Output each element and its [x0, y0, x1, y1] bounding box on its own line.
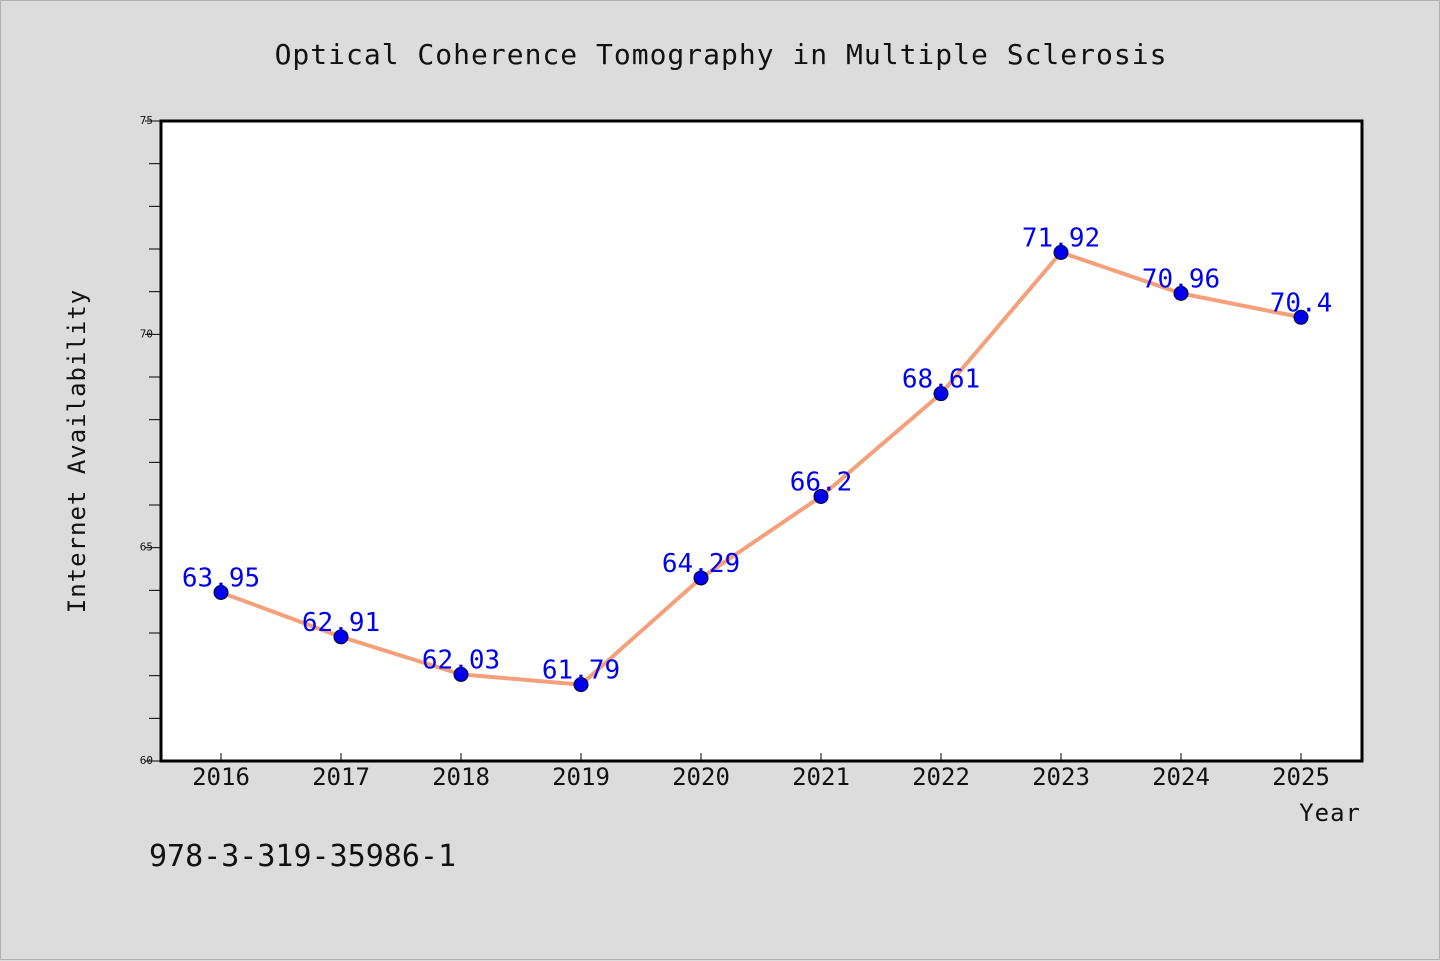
y-tick-label: 75 [140, 114, 153, 127]
data-point [933, 386, 949, 402]
data-point [1173, 285, 1189, 301]
series-line [219, 250, 1303, 687]
plot-area [159, 119, 1364, 763]
x-tick-label: 2016 [192, 763, 250, 791]
x-tick-label: 2025 [1272, 763, 1330, 791]
data-point [1053, 244, 1069, 260]
data-label: 61.79 [542, 656, 620, 686]
y-axis: 60 65 70 75 [140, 114, 161, 767]
data-label: 66.2 [790, 467, 853, 497]
data-label: 62.91 [302, 608, 380, 638]
data-label: 63.95 [182, 563, 260, 593]
data-label: 64.29 [662, 549, 740, 579]
x-tick-label: 2020 [672, 763, 730, 791]
data-label: 70.96 [1142, 264, 1220, 294]
data-point [213, 584, 229, 600]
data-point [333, 629, 349, 645]
x-tick-label: 2023 [1032, 763, 1090, 791]
data-label: 70.4 [1270, 288, 1333, 318]
x-tick-label: 2022 [912, 763, 970, 791]
data-label: 62.03 [422, 645, 500, 675]
y-tick-label: 65 [140, 541, 153, 554]
y-tick-label: 60 [140, 754, 153, 767]
x-tick-label: 2018 [432, 763, 490, 791]
data-point [1293, 309, 1309, 325]
x-tick-label: 2019 [552, 763, 610, 791]
footer-isbn: 978-3-319-35986-1 [149, 839, 456, 874]
data-label: 71.92 [1022, 223, 1100, 253]
data-point [813, 488, 829, 504]
x-axis-label: Year [1299, 799, 1361, 827]
y-tick-label: 70 [140, 327, 153, 340]
x-tick-label: 2021 [792, 763, 850, 791]
data-point [573, 677, 589, 693]
x-tick-label: 2024 [1152, 763, 1210, 791]
data-point [693, 570, 709, 586]
data-label: 68.61 [902, 365, 980, 395]
chart-title: Optical Coherence Tomography in Multiple… [275, 38, 1168, 71]
x-tick-label: 2017 [312, 763, 370, 791]
series-line-group: 63.95 62.91 62.03 61.79 64.29 66.2 68.61 71.92 7… [182, 223, 1333, 693]
y-axis-label: Internet Availability [63, 289, 91, 613]
x-axis: 2016 2017 2018 2019 2020 2021 2022 2023 2024 2025 [192, 753, 1330, 791]
data-point [453, 666, 469, 682]
